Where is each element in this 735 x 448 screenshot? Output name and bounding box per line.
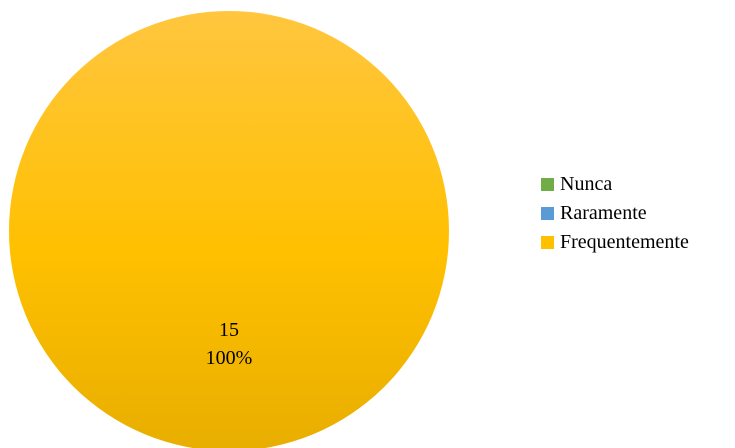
legend-item-nunca: Nunca bbox=[541, 172, 689, 196]
legend-item-raramente: Raramente bbox=[541, 201, 689, 225]
legend-label-raramente: Raramente bbox=[560, 201, 647, 224]
pie-slices bbox=[9, 11, 449, 448]
legend-swatch-frequentemente bbox=[541, 235, 554, 249]
chart-legend: Nunca Raramente Frequentemente bbox=[541, 172, 689, 259]
legend-label-frequentemente: Frequentemente bbox=[560, 230, 689, 253]
legend-item-frequentemente: Frequentemente bbox=[541, 230, 689, 254]
legend-swatch-nunca bbox=[541, 177, 554, 191]
slice-value-label: 15 bbox=[219, 319, 239, 341]
legend-swatch-raramente bbox=[541, 206, 554, 220]
slice-percent-label: 100% bbox=[206, 347, 253, 369]
legend-label-nunca: Nunca bbox=[560, 172, 613, 195]
pie-slice-frequentemente bbox=[9, 11, 449, 448]
